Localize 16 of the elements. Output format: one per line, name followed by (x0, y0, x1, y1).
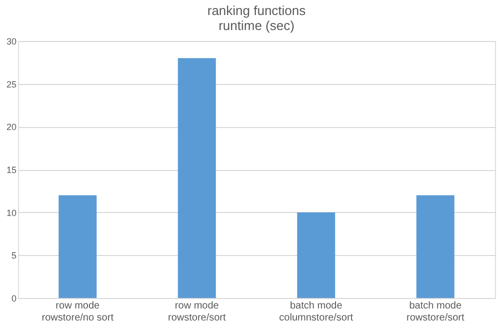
x-tick-label: row mode rowstore/no sort (42, 300, 114, 324)
y-tick-label: 15 (6, 165, 16, 175)
y-tick-label: 30 (6, 36, 16, 46)
y-tick-label: 0 (11, 294, 16, 304)
bar (416, 195, 454, 298)
y-tick-label: 20 (6, 122, 16, 132)
x-tick-label: row mode rowstore/sort (168, 300, 226, 324)
bar (178, 58, 216, 298)
y-tick-label: 10 (6, 208, 16, 218)
y-tick-label: 25 (6, 79, 16, 90)
x-tick-label: batch mode rowstore/sort (406, 300, 464, 324)
x-tick-label: batch mode columnstore/sort (279, 300, 354, 324)
bar (297, 212, 336, 298)
bar (58, 195, 97, 298)
y-tick-label: 5 (11, 250, 16, 261)
chart-title: ranking functions runtime (sec) (207, 3, 306, 33)
